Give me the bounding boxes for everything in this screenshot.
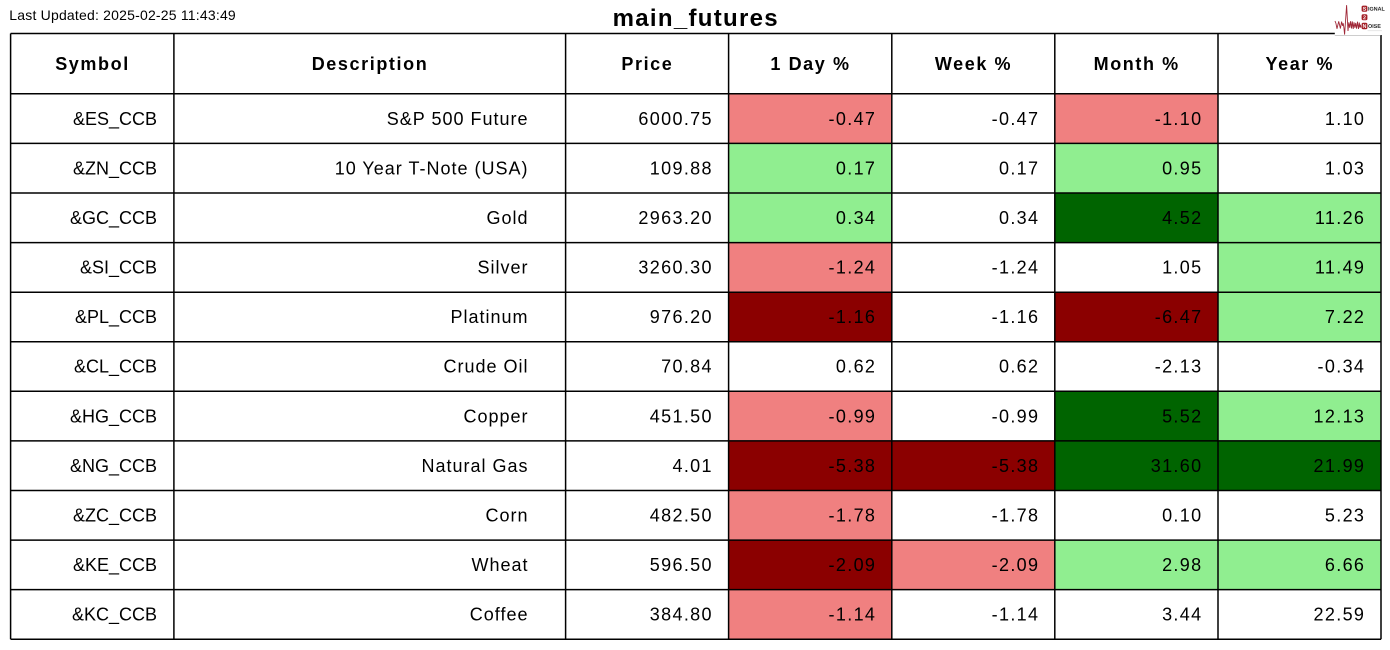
svg-text:Platinum: Platinum: [450, 307, 528, 327]
svg-text:2963.20: 2963.20: [638, 208, 713, 228]
svg-text:Crude Oil: Crude Oil: [443, 357, 528, 377]
svg-text:2.98: 2.98: [1162, 555, 1202, 575]
svg-text:&KC_CCB: &KC_CCB: [72, 605, 157, 626]
svg-text:4.01: 4.01: [672, 456, 712, 476]
svg-text:-6.47: -6.47: [1155, 307, 1203, 327]
svg-text:976.20: 976.20: [650, 307, 713, 327]
svg-text:11.49: 11.49: [1315, 258, 1365, 278]
svg-text:7.22: 7.22: [1325, 307, 1365, 327]
svg-text:6.66: 6.66: [1325, 555, 1365, 575]
svg-text:Year %: Year %: [1265, 54, 1334, 74]
svg-text:0.34: 0.34: [836, 208, 876, 228]
svg-text:0.62: 0.62: [999, 357, 1039, 377]
svg-text:&ZC_CCB: &ZC_CCB: [73, 505, 157, 526]
svg-text:&GC_CCB: &GC_CCB: [70, 208, 157, 229]
svg-text:&HG_CCB: &HG_CCB: [70, 406, 157, 427]
svg-text:4.52: 4.52: [1162, 208, 1202, 228]
svg-text:Description: Description: [312, 54, 429, 74]
svg-text:0.34: 0.34: [999, 208, 1039, 228]
svg-text:&NG_CCB: &NG_CCB: [70, 456, 157, 477]
svg-text:&CL_CCB: &CL_CCB: [74, 357, 157, 378]
svg-text:5.52: 5.52: [1162, 406, 1202, 426]
svg-text:-5.38: -5.38: [992, 456, 1040, 476]
svg-text:482.50: 482.50: [650, 505, 713, 525]
svg-text:-1.16: -1.16: [829, 307, 877, 327]
svg-text:-0.34: -0.34: [1318, 357, 1366, 377]
svg-text:Silver: Silver: [477, 258, 528, 278]
svg-text:21.99: 21.99: [1314, 456, 1366, 476]
svg-text:&PL_CCB: &PL_CCB: [75, 307, 157, 328]
svg-text:0.10: 0.10: [1162, 505, 1202, 525]
svg-text:-2.09: -2.09: [829, 555, 877, 575]
svg-text:22.59: 22.59: [1314, 605, 1366, 625]
svg-text:Gold: Gold: [486, 208, 528, 228]
svg-text:1 Day %: 1 Day %: [770, 54, 850, 74]
svg-text:-0.99: -0.99: [992, 406, 1040, 426]
svg-text:-1.14: -1.14: [992, 605, 1040, 625]
svg-text:Symbol: Symbol: [55, 54, 130, 74]
svg-text:1.10: 1.10: [1325, 109, 1365, 129]
svg-text:S&P 500 Future: S&P 500 Future: [387, 109, 529, 129]
svg-text:Copper: Copper: [463, 406, 528, 426]
svg-text:Last Updated: 2025-02-25 11:43: Last Updated: 2025-02-25 11:43:49: [9, 7, 236, 23]
svg-text:-0.99: -0.99: [829, 406, 877, 426]
svg-text:Wheat: Wheat: [471, 555, 528, 575]
svg-text:-1.78: -1.78: [992, 505, 1040, 525]
svg-text:1.03: 1.03: [1325, 158, 1365, 178]
svg-text:31.60: 31.60: [1151, 456, 1203, 476]
svg-text:&KE_CCB: &KE_CCB: [73, 555, 157, 576]
svg-text:-1.14: -1.14: [829, 605, 877, 625]
svg-text:-1.24: -1.24: [992, 258, 1040, 278]
svg-text:-0.47: -0.47: [829, 109, 877, 129]
svg-text:&ES_CCB: &ES_CCB: [73, 109, 157, 130]
svg-text:-1.24: -1.24: [829, 258, 877, 278]
svg-text:0.17: 0.17: [836, 158, 876, 178]
svg-text:70.84: 70.84: [661, 357, 713, 377]
svg-text:Price: Price: [621, 54, 673, 74]
svg-text:596.50: 596.50: [650, 555, 713, 575]
svg-text:Week %: Week %: [935, 54, 1012, 74]
svg-text:-0.47: -0.47: [992, 109, 1040, 129]
svg-text:-1.78: -1.78: [829, 505, 877, 525]
svg-text:451.50: 451.50: [650, 406, 713, 426]
svg-text:main_futures: main_futures: [613, 5, 779, 32]
svg-text:6000.75: 6000.75: [638, 109, 713, 129]
svg-text:3260.30: 3260.30: [638, 258, 713, 278]
svg-text:0.62: 0.62: [836, 357, 876, 377]
svg-text:-2.09: -2.09: [992, 555, 1040, 575]
svg-text:-2.13: -2.13: [1155, 357, 1203, 377]
svg-text:Corn: Corn: [485, 505, 528, 525]
svg-text:&ZN_CCB: &ZN_CCB: [73, 158, 157, 179]
svg-text:1.05: 1.05: [1162, 258, 1202, 278]
svg-text:12.13: 12.13: [1314, 406, 1366, 426]
svg-text:11.26: 11.26: [1315, 208, 1365, 228]
svg-text:5.23: 5.23: [1325, 505, 1365, 525]
svg-text:-1.16: -1.16: [992, 307, 1040, 327]
svg-text:-5.38: -5.38: [829, 456, 877, 476]
svg-text:10 Year T-Note (USA): 10 Year T-Note (USA): [335, 158, 529, 178]
svg-text:109.88: 109.88: [650, 158, 713, 178]
svg-text:-1.10: -1.10: [1155, 109, 1203, 129]
svg-text:&SI_CCB: &SI_CCB: [80, 258, 157, 279]
svg-text:3.44: 3.44: [1162, 605, 1202, 625]
svg-text:Coffee: Coffee: [470, 605, 529, 625]
svg-text:384.80: 384.80: [650, 605, 713, 625]
svg-text:Natural Gas: Natural Gas: [421, 456, 528, 476]
svg-text:0.95: 0.95: [1162, 158, 1202, 178]
svg-text:0.17: 0.17: [999, 158, 1039, 178]
svg-text:Month %: Month %: [1094, 54, 1180, 74]
